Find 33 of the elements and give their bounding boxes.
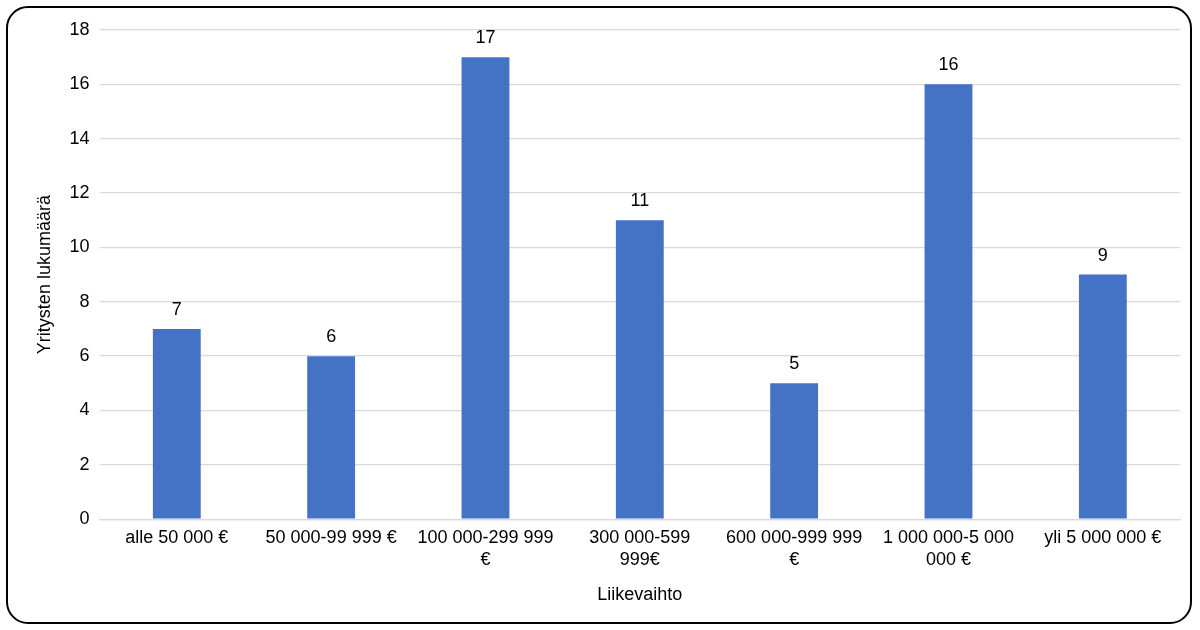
- y-tick-label: 16: [69, 73, 90, 94]
- data-label: 9: [1097, 244, 1108, 265]
- y-tick-label: 8: [79, 290, 90, 311]
- bar: [924, 84, 973, 519]
- data-label: 5: [789, 353, 800, 374]
- data-label: 6: [326, 326, 337, 347]
- bar: [152, 328, 201, 519]
- y-tick-label: 18: [69, 18, 90, 39]
- x-tick-label: 100 000-299 999 €: [417, 526, 554, 569]
- x-tick-label: 600 000-999 999 €: [726, 526, 863, 569]
- y-tick-label: 14: [69, 127, 90, 148]
- x-tick-label: 1 000 000-5 000 000 €: [882, 526, 1015, 569]
- y-tick-label: 0: [79, 508, 90, 529]
- y-tick-label: 12: [69, 182, 90, 203]
- x-tick-label: alle 50 000 €: [125, 526, 229, 547]
- x-tick-label: 50 000-99 999 €: [265, 526, 397, 547]
- data-label: 7: [171, 298, 182, 319]
- bar: [307, 356, 356, 519]
- x-axis-title: Liikevaihto: [597, 584, 683, 605]
- bar: [770, 383, 819, 519]
- y-tick-label: 4: [79, 399, 90, 420]
- bar: [461, 57, 510, 519]
- bar: [615, 220, 664, 519]
- bar: [1078, 274, 1127, 519]
- x-tick-label: 300 000-599 999€: [589, 526, 691, 569]
- data-label: 17: [475, 27, 496, 48]
- y-axis-title: Yritysten lukumäärä: [33, 194, 54, 355]
- x-tick-label: yli 5 000 000 €: [1044, 526, 1162, 547]
- data-label: 16: [938, 54, 959, 75]
- y-tick-label: 2: [79, 453, 90, 474]
- y-tick-label: 6: [79, 345, 90, 366]
- y-tick-label: 10: [69, 236, 90, 257]
- data-label: 11: [630, 190, 650, 211]
